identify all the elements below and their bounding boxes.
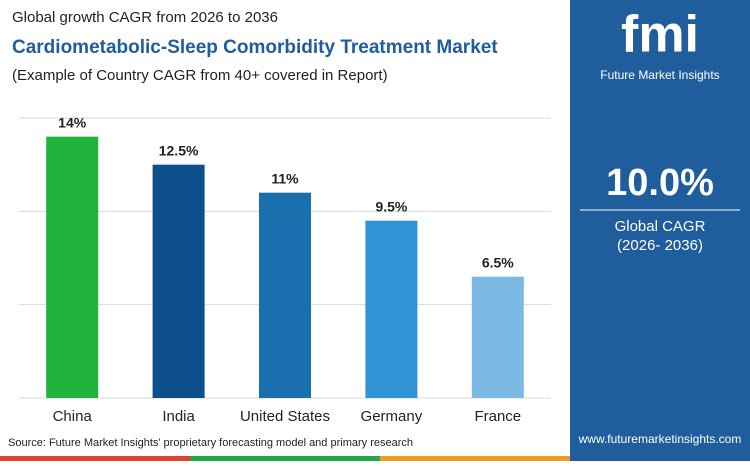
stripe (190, 456, 380, 461)
panel-period: (2026- 2036) (617, 237, 703, 254)
x-tick-label: India (162, 408, 195, 425)
stripe (0, 456, 190, 461)
logo-name: Future Market Insights (600, 68, 719, 82)
panel-label: Global CAGR (615, 218, 706, 235)
bar (471, 276, 524, 398)
bar (365, 220, 418, 398)
x-tick-label: United States (240, 408, 330, 425)
side-panel (570, 0, 750, 456)
logo-mark: fmi (621, 6, 699, 64)
stripe (570, 456, 750, 461)
overline: Global growth CAGR from 2026 to 2036 (12, 9, 278, 26)
bar (46, 136, 99, 398)
panel-value: 10.0% (606, 162, 714, 204)
bar (152, 164, 205, 398)
chart-title: Cardiometabolic-Sleep Comorbidity Treatm… (12, 37, 498, 58)
data-label: 14% (58, 114, 87, 130)
url: www.futuremarketinsights.com (578, 432, 742, 446)
x-tick-label: Germany (361, 408, 423, 425)
stripe (380, 456, 570, 461)
data-label: 9.5% (375, 198, 407, 214)
data-label: 6.5% (482, 254, 514, 270)
x-tick-label: France (474, 408, 521, 425)
subtitle: (Example of Country CAGR from 40+ covere… (12, 67, 388, 84)
source: Source: Future Market Insights' propriet… (8, 437, 413, 449)
data-label: 11% (271, 170, 299, 186)
bar (259, 192, 311, 398)
x-tick-label: China (53, 408, 93, 425)
data-label: 12.5% (159, 142, 199, 158)
